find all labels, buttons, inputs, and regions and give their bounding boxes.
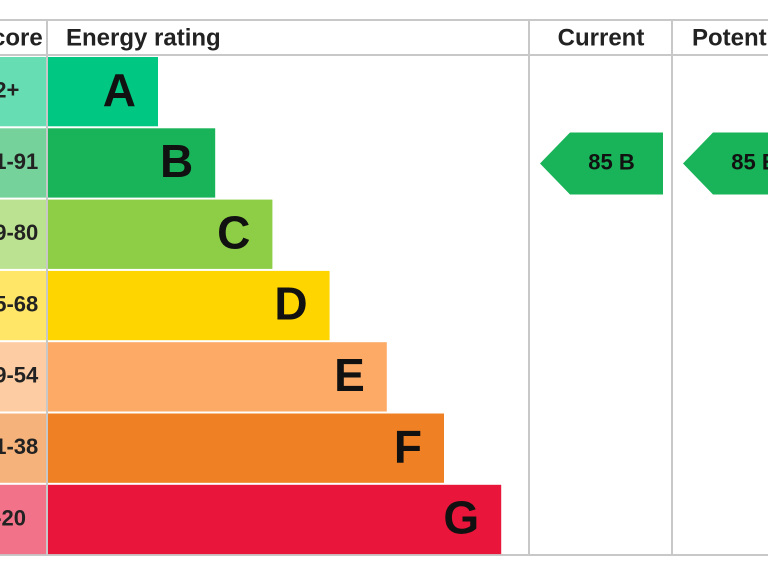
- band-letter: F: [394, 420, 422, 472]
- score-cell: [0, 57, 46, 127]
- rating-band: [48, 199, 273, 269]
- score-cell: [0, 413, 46, 483]
- score-range: 69-80: [0, 220, 38, 245]
- band-letter: C: [217, 206, 250, 258]
- current-header: Current: [558, 24, 645, 51]
- potential-label: 85 B: [731, 149, 768, 174]
- score-cell: [0, 484, 46, 555]
- score-range: 39-54: [0, 363, 39, 388]
- score-cell: [0, 199, 46, 269]
- current-arrow: [540, 132, 663, 195]
- rating-band: [48, 413, 444, 483]
- band-letter: G: [443, 492, 479, 544]
- potential-header: Potential: [692, 24, 768, 51]
- score-range: 21-38: [0, 434, 38, 459]
- score-range: 92+: [0, 77, 19, 102]
- score-cell: [0, 128, 46, 198]
- score-range: 1-20: [0, 505, 26, 530]
- score-range: 81-91: [0, 149, 38, 174]
- band-letter: D: [274, 278, 307, 330]
- band-letter: B: [160, 135, 193, 187]
- current-label: 85 B: [588, 149, 634, 174]
- score-header: Score: [0, 24, 43, 51]
- score-cell: [0, 342, 46, 412]
- band-letter: E: [334, 349, 365, 401]
- rating-band: [48, 342, 387, 412]
- rating-band: [48, 128, 216, 198]
- band-letter: A: [103, 64, 136, 116]
- rating-band: [48, 270, 330, 341]
- potential-arrow: [683, 132, 768, 195]
- score-range: 55-68: [0, 291, 38, 316]
- rating-band: [48, 484, 502, 555]
- rating-band: [48, 57, 158, 127]
- score-cell: [0, 270, 46, 341]
- rating-header: Energy rating: [66, 24, 221, 51]
